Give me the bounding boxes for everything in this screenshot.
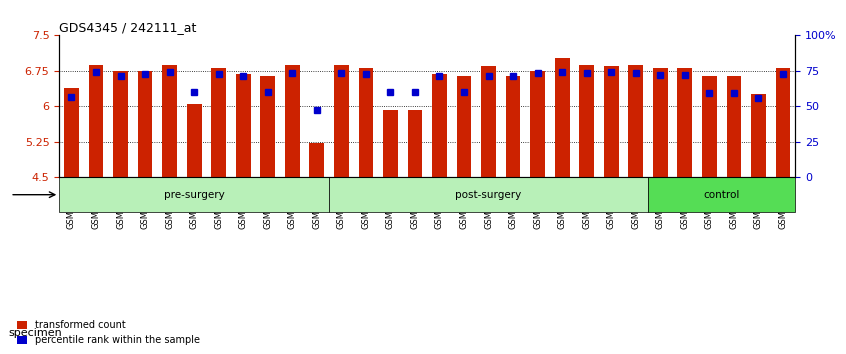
Legend: transformed count, percentile rank within the sample: transformed count, percentile rank withi…	[14, 316, 204, 349]
Bar	[138, 71, 152, 177]
FancyBboxPatch shape	[648, 177, 795, 212]
Bar	[285, 65, 299, 177]
Text: pre-surgery: pre-surgery	[164, 190, 224, 200]
Text: post-surgery: post-surgery	[455, 190, 522, 200]
Bar	[506, 76, 520, 177]
Bar	[187, 104, 201, 177]
Bar	[334, 65, 349, 177]
Text: control: control	[704, 190, 739, 200]
Text: GDS4345 / 242111_at: GDS4345 / 242111_at	[59, 21, 196, 34]
Bar	[776, 68, 790, 177]
Bar	[432, 74, 447, 177]
Bar	[727, 76, 741, 177]
Bar	[113, 71, 128, 177]
FancyBboxPatch shape	[329, 177, 648, 212]
Bar	[653, 68, 667, 177]
Bar	[408, 109, 422, 177]
Bar	[457, 76, 471, 177]
Bar	[678, 68, 692, 177]
Bar	[481, 66, 496, 177]
Bar	[64, 88, 79, 177]
Bar	[604, 66, 618, 177]
Bar	[702, 76, 717, 177]
Bar	[359, 68, 373, 177]
Bar	[580, 65, 594, 177]
Bar	[555, 58, 569, 177]
Bar	[212, 68, 226, 177]
Bar	[383, 109, 398, 177]
Bar	[751, 95, 766, 177]
FancyBboxPatch shape	[59, 177, 329, 212]
Bar	[261, 76, 275, 177]
Bar	[162, 65, 177, 177]
Bar	[89, 65, 103, 177]
Bar	[629, 65, 643, 177]
Text: specimen: specimen	[8, 328, 63, 338]
Bar	[236, 74, 250, 177]
Bar	[530, 71, 545, 177]
Bar	[310, 143, 324, 177]
